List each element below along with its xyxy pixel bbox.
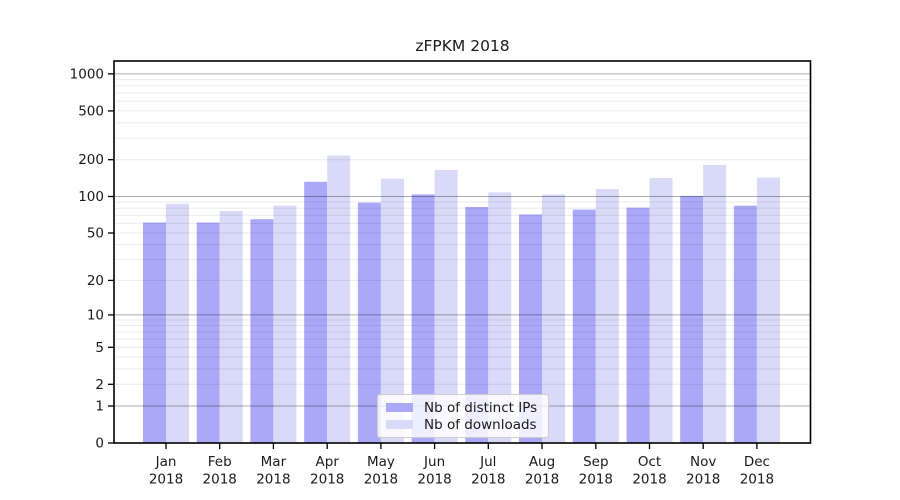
y-tick-label-500: 500	[78, 103, 104, 119]
bar-downloads-mar	[273, 205, 297, 443]
y-tick-label-50: 50	[87, 225, 104, 241]
bar-downloads-jul	[488, 192, 512, 443]
x-tick-label-feb: Feb 2018	[203, 454, 237, 488]
x-tick-label-jun: Jun 2018	[417, 454, 451, 488]
chart-title: zFPKM 2018	[415, 37, 510, 55]
y-tick-label-20: 20	[87, 273, 104, 289]
bar-distinct-ips-oct	[626, 207, 650, 443]
x-tick-label-jul: Jul 2018	[471, 454, 505, 488]
bar-distinct-ips-dec	[733, 205, 757, 443]
y-tick-label-100: 100	[78, 189, 104, 205]
bar-distinct-ips-feb	[196, 222, 220, 443]
x-tick-label-apr: Apr 2018	[310, 454, 344, 488]
plot-frame	[113, 60, 812, 444]
x-tick-label-dec: Dec 2018	[740, 454, 774, 488]
bar-downloads-may	[380, 178, 404, 443]
gridlines-group	[114, 73, 811, 407]
legend-label-downloads: Nb of downloads	[424, 416, 537, 433]
x-tick-label-mar: Mar 2018	[256, 454, 290, 488]
bar-distinct-ips-may	[357, 202, 381, 443]
bar-distinct-ips-jul	[465, 207, 489, 443]
bar-downloads-apr	[327, 155, 351, 443]
y-tick-label-5: 5	[95, 340, 104, 356]
legend-swatch-distinct-ips	[386, 403, 413, 412]
y-tick-label-2: 2	[95, 377, 104, 393]
bar-distinct-ips-jan	[143, 222, 166, 443]
bar-downloads-oct	[649, 177, 673, 443]
y-tick-label-0: 0	[95, 436, 104, 452]
bar-distinct-ips-sep	[572, 209, 596, 443]
bar-downloads-sep	[595, 189, 619, 443]
legend: Nb of distinct IPs Nb of downloads	[377, 394, 549, 438]
y-axis-group: 0 1 2 5 10 20 50 100 200 500 1000	[70, 66, 114, 452]
x-axis-group: Jan 2018 Feb 2018 Mar 2018 Apr 2018 May 2018 Jun 20…	[149, 443, 774, 488]
y-tick-label-200: 200	[78, 152, 104, 168]
bar-downloads-feb	[219, 211, 243, 443]
x-tick-label-may: May 2018	[364, 454, 398, 488]
bar-distinct-ips-jun	[411, 194, 435, 443]
y-tick-label-1: 1	[95, 398, 104, 414]
legend-label-distinct-ips: Nb of distinct IPs	[424, 399, 538, 416]
x-tick-label-sep: Sep 2018	[579, 454, 613, 488]
bar-distinct-ips-mar	[250, 219, 274, 443]
legend-swatch-downloads	[386, 420, 413, 429]
x-tick-label-aug: Aug 2018	[525, 454, 559, 488]
bar-distinct-ips-nov	[680, 195, 704, 443]
legend-row-distinct-ips: Nb of distinct IPs	[386, 399, 540, 416]
bar-distinct-ips-apr	[304, 181, 328, 444]
bar-downloads-aug	[542, 194, 565, 443]
bar-downloads-jan	[166, 203, 189, 443]
y-tick-label-1000: 1000	[70, 66, 104, 82]
bar-downloads-jun	[434, 169, 458, 443]
x-tick-label-oct: Oct 2018	[632, 454, 666, 488]
bars-group	[143, 155, 780, 444]
bar-downloads-dec	[756, 177, 780, 443]
y-tick-label-10: 10	[87, 307, 104, 323]
bar-downloads-nov	[703, 165, 727, 443]
x-tick-label-jan: Jan 2018	[149, 454, 183, 488]
legend-row-downloads: Nb of downloads	[386, 416, 540, 433]
x-tick-label-nov: Nov 2018	[686, 454, 720, 488]
bar-distinct-ips-aug	[519, 214, 542, 443]
